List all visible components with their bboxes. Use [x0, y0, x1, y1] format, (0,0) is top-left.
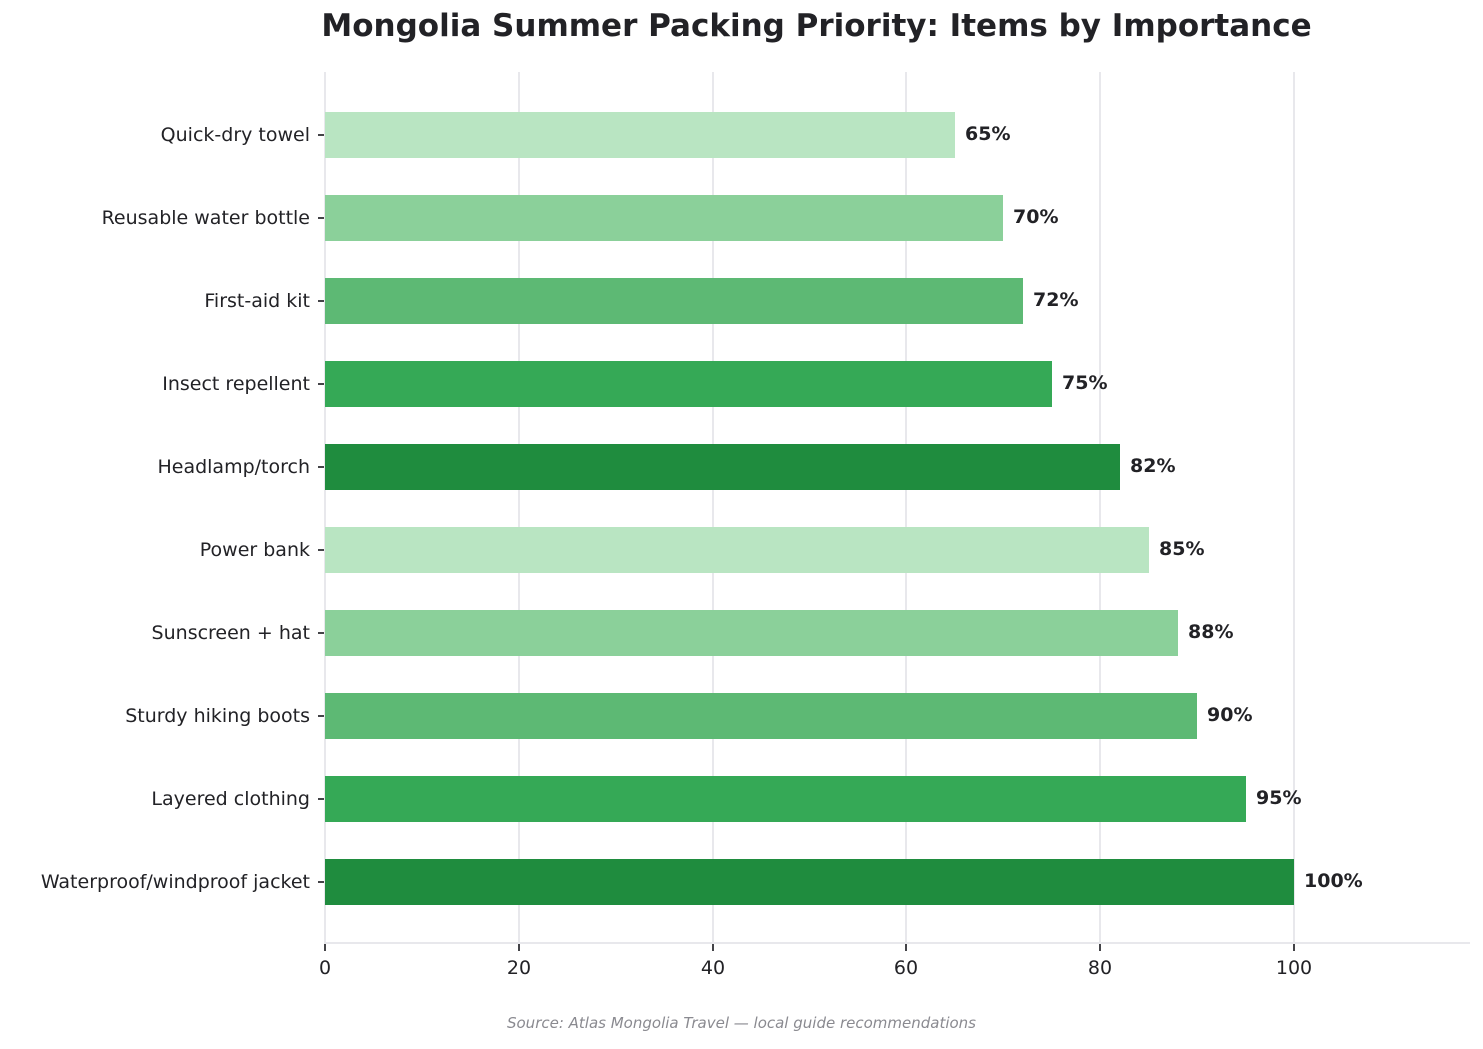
bar — [325, 610, 1178, 656]
y-tick-label: Quick-dry towel — [160, 124, 310, 146]
y-tick-label: Insect repellent — [162, 373, 310, 395]
bar-value-label: 100% — [1304, 870, 1363, 892]
y-tick-mark — [318, 715, 324, 717]
bar-value-label: 95% — [1256, 787, 1302, 809]
bar-value-label: 90% — [1207, 704, 1253, 726]
bar — [325, 195, 1003, 241]
bar-value-label: 85% — [1159, 538, 1205, 560]
y-tick-mark — [318, 798, 324, 800]
y-tick-label: Reusable water bottle — [101, 207, 310, 229]
x-gridline — [518, 72, 520, 944]
y-tick-label: Sunscreen + hat — [151, 622, 310, 644]
bar-value-label: 70% — [1013, 206, 1059, 228]
bar — [325, 444, 1120, 490]
x-tick-mark — [1099, 944, 1101, 951]
bar-value-label: 65% — [965, 123, 1011, 145]
y-tick-label: Sturdy hiking boots — [125, 705, 310, 727]
bar — [325, 776, 1246, 822]
bar-value-label: 88% — [1188, 621, 1234, 643]
x-tick-label: 60 — [893, 957, 919, 979]
x-tick-mark — [518, 944, 520, 951]
x-gridline — [1099, 72, 1101, 944]
x-gridline — [1293, 72, 1295, 944]
x-gridline — [905, 72, 907, 944]
bar — [325, 361, 1052, 407]
y-tick-mark — [318, 217, 324, 219]
y-tick-mark — [318, 300, 324, 302]
y-tick-mark — [318, 632, 324, 634]
x-tick-mark — [324, 944, 326, 951]
x-axis-line — [324, 942, 1470, 944]
bar — [325, 859, 1294, 905]
x-tick-label: 80 — [1087, 957, 1113, 979]
chart-title: Mongolia Summer Packing Priority: Items … — [321, 8, 1312, 44]
x-tick-label: 100 — [1275, 957, 1313, 979]
y-tick-label: Headlamp/torch — [157, 456, 310, 478]
y-tick-label: First-aid kit — [204, 290, 310, 312]
y-tick-label: Power bank — [199, 539, 310, 561]
x-tick-label: 40 — [700, 957, 726, 979]
source-note: Source: Atlas Mongolia Travel — local gu… — [506, 1014, 976, 1032]
x-tick-mark — [712, 944, 714, 951]
bar — [325, 693, 1197, 739]
y-tick-mark — [318, 549, 324, 551]
y-tick-label: Waterproof/windproof jacket — [40, 871, 310, 893]
x-tick-mark — [905, 944, 907, 951]
x-tick-label: 0 — [318, 957, 332, 979]
x-tick-mark — [1293, 944, 1295, 951]
bar — [325, 278, 1023, 324]
bar-value-label: 75% — [1062, 372, 1108, 394]
x-tick-label: 20 — [506, 957, 532, 979]
bar — [325, 112, 955, 158]
y-tick-label: Layered clothing — [151, 788, 310, 810]
x-gridline — [712, 72, 714, 944]
y-axis-line — [324, 72, 326, 944]
bar-value-label: 82% — [1130, 455, 1176, 477]
y-tick-mark — [318, 383, 324, 385]
bar — [325, 527, 1149, 573]
y-tick-mark — [318, 466, 324, 468]
bar-value-label: 72% — [1033, 289, 1079, 311]
y-tick-mark — [318, 881, 324, 883]
y-tick-mark — [318, 134, 324, 136]
